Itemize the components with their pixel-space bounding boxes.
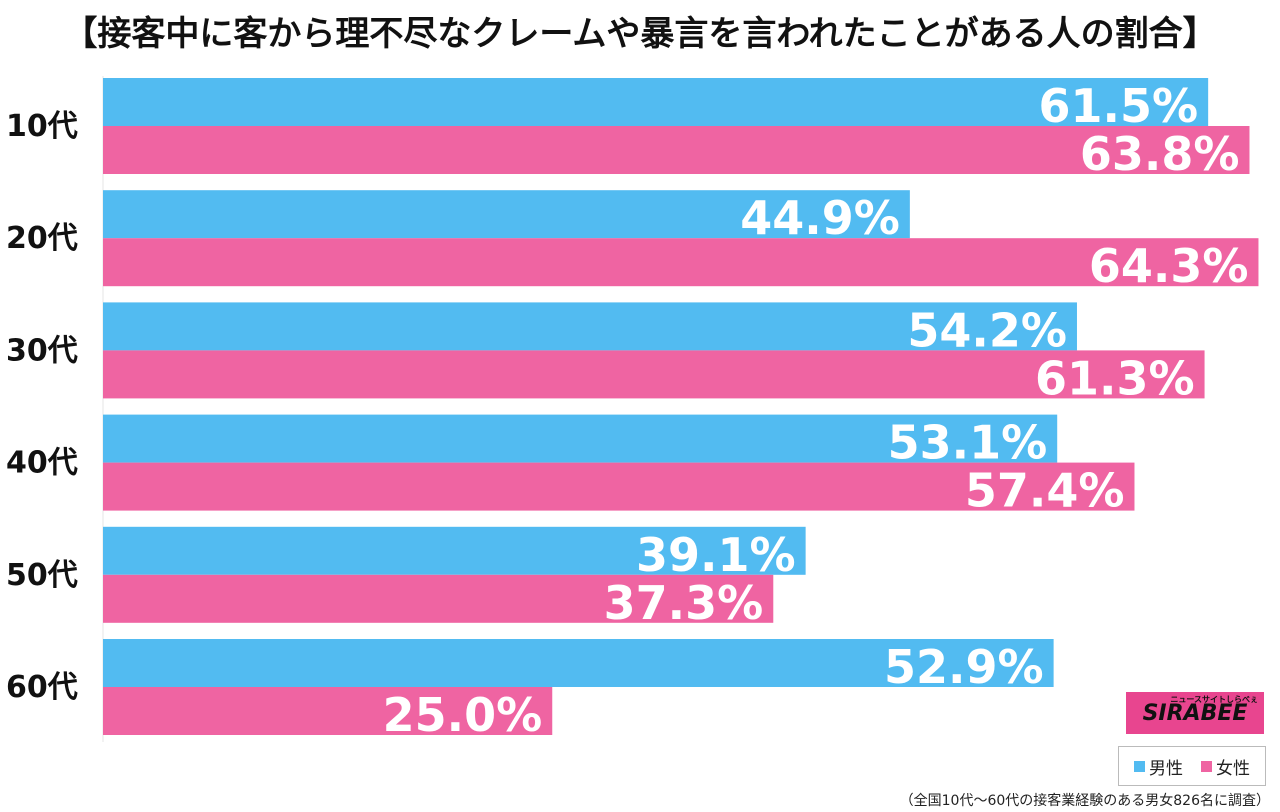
value-label-female: 37.3% [604,576,764,630]
value-label-male: 54.2% [907,303,1067,357]
chart-title: 【接客中に客から理不尽なクレームや暴言を言われたことがある人の割合】 [63,14,1217,54]
logo-subtext: ニュースサイトしらべぇ [1170,695,1258,704]
value-label-female: 25.0% [383,688,543,742]
legend: 男性 女性 [1118,746,1266,786]
bar-male [103,639,1054,687]
bar-male [103,78,1209,126]
category-label: 60代 [6,670,78,705]
footnote: （全国10代〜60代の接客業経験のある男女826名に調査） [899,793,1270,809]
bar-male [103,526,806,575]
legend-swatch-male [1134,760,1145,772]
bar-female [103,687,553,735]
value-label-male: 52.9% [884,640,1044,694]
legend-item-male: 男性 [1134,754,1183,779]
value-label-male: 39.1% [636,528,796,582]
value-label-male: 53.1% [888,416,1048,470]
bar-male [103,190,910,239]
bar-female [103,574,774,623]
value-label-male: 44.9% [740,191,900,245]
logo-text: SIRABEE [1142,700,1248,726]
legend-label-male: 男性 [1149,758,1183,779]
value-label-female: 57.4% [965,464,1125,518]
sirabee-logo: ニュースサイトしらべぇ SIRABEE [1126,692,1264,734]
bar-female [103,350,1205,399]
value-label-female: 64.3% [1089,239,1249,293]
value-label-male: 61.5% [1039,79,1199,133]
bars-group [102,76,1259,742]
category-label: 50代 [6,558,78,593]
bar-female [103,462,1135,511]
value-label-female: 61.3% [1035,351,1195,405]
bar-female [103,126,1250,174]
legend-label-female: 女性 [1216,758,1250,779]
labels-group: 10代 61.5%63.8% 20代 44.9% 64.3% 30代 54.2%61.3% 4… [6,79,1248,742]
category-label: 10代 [6,109,78,144]
legend-item-female: 女性 [1201,754,1250,779]
bar-female [103,238,1259,287]
legend-swatch-female [1201,760,1212,772]
category-label: 20代 [6,221,78,256]
value-label-female: 63.8% [1080,127,1240,181]
bar-male [103,414,1058,463]
category-label: 30代 [6,333,78,368]
bar-male [103,302,1077,351]
category-label: 40代 [6,446,78,481]
